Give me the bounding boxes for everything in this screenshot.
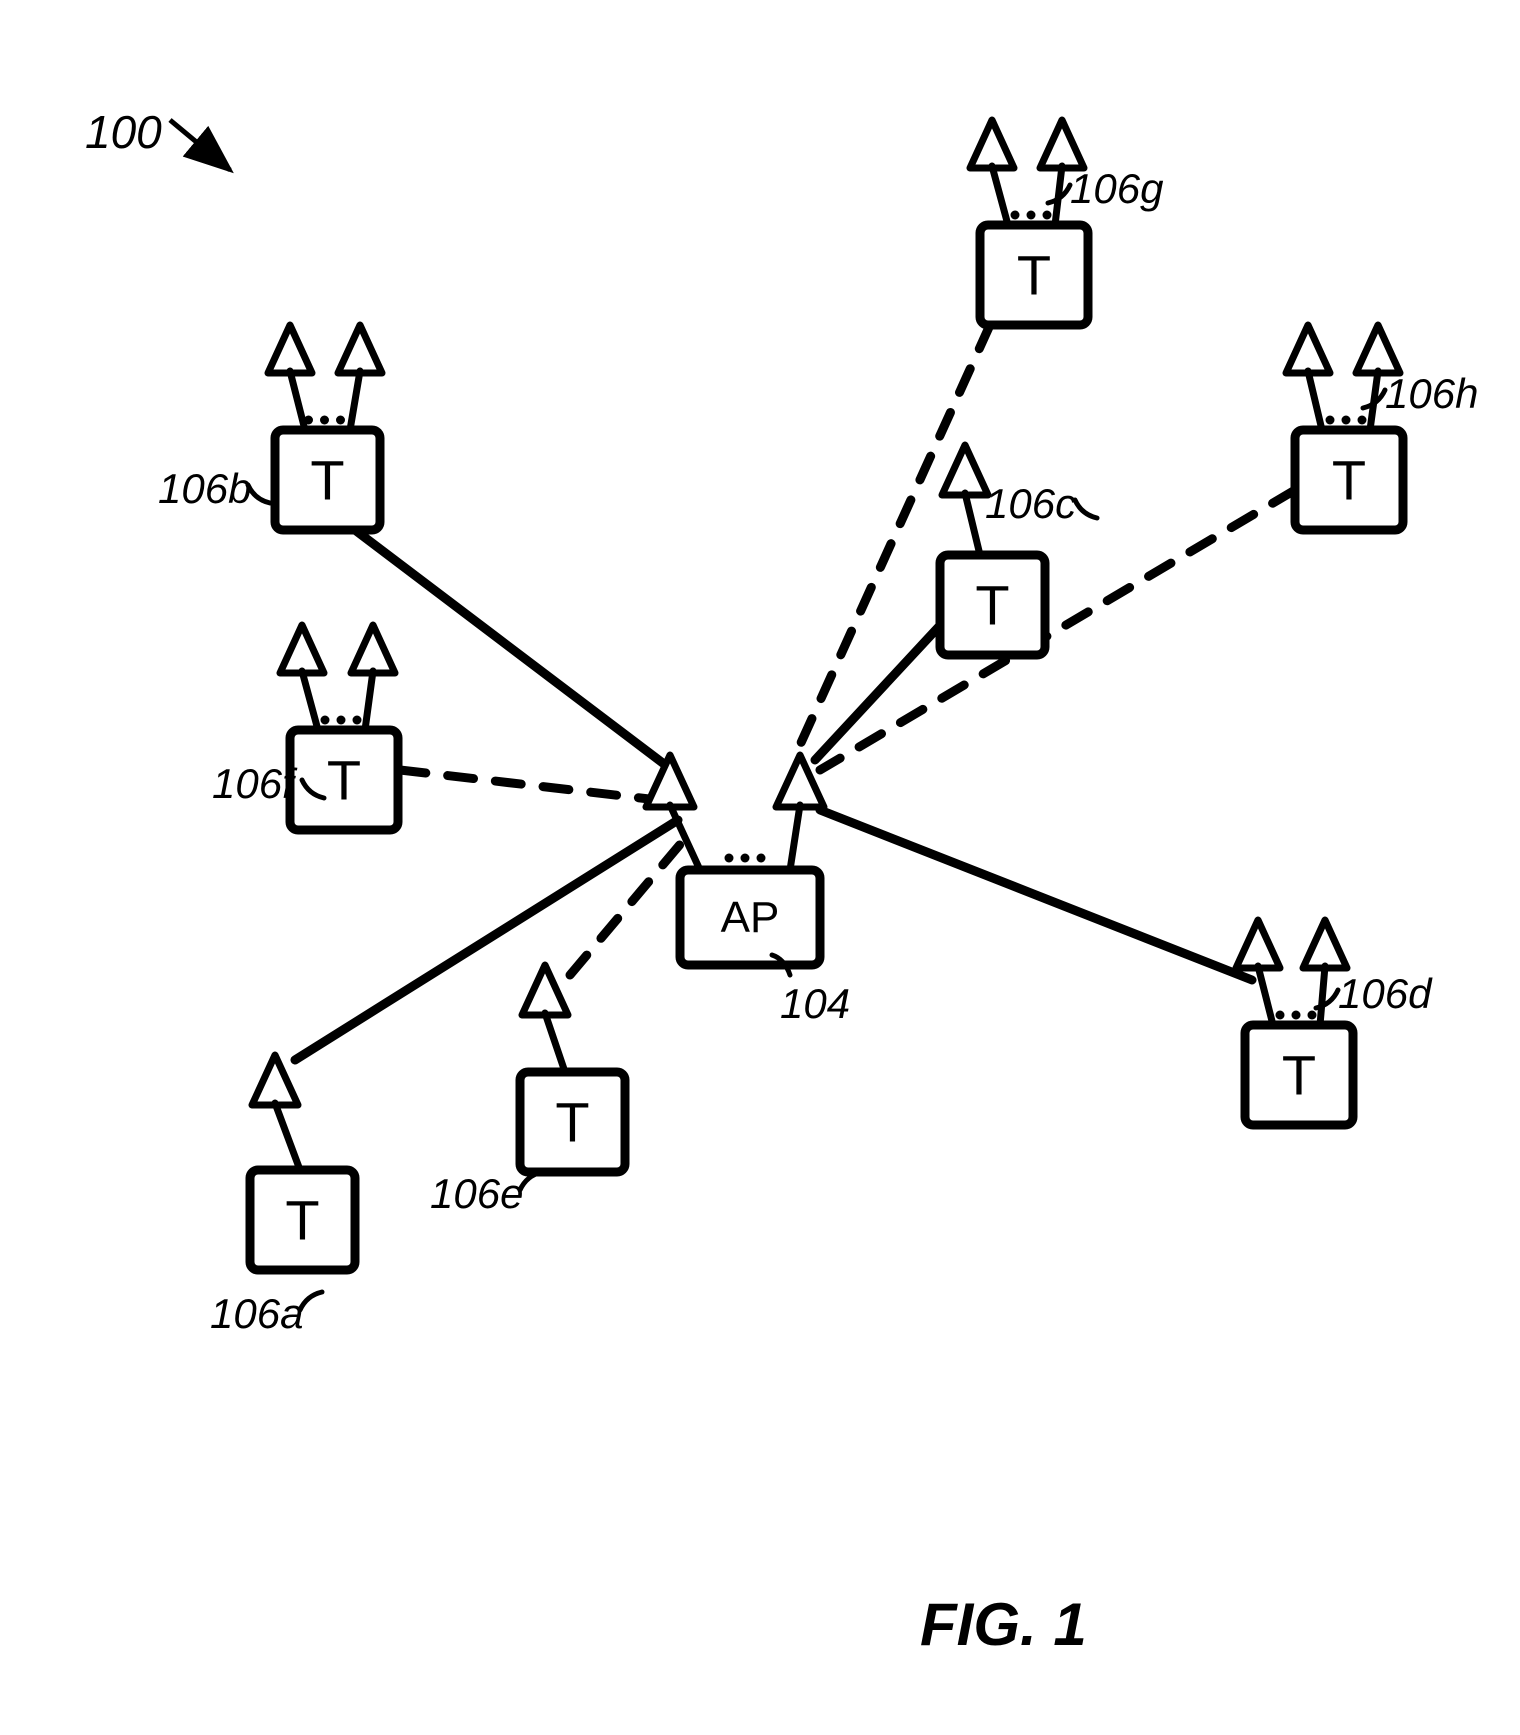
terminal-106b: T — [268, 325, 382, 530]
edge-106h — [820, 490, 1295, 770]
ref-label: 104 — [780, 980, 850, 1028]
edge-106b — [355, 530, 672, 770]
terminal-106f: T — [280, 625, 398, 830]
ref-label: 106e — [430, 1170, 523, 1218]
svg-text:T: T — [310, 449, 344, 512]
svg-text:T: T — [1282, 1044, 1316, 1107]
figure-caption: FIG. 1 — [920, 1590, 1087, 1659]
terminal-106h: T — [1286, 325, 1403, 530]
ref-label: 106f — [212, 760, 294, 808]
svg-text:T: T — [975, 574, 1009, 637]
svg-text:AP: AP — [721, 893, 780, 942]
edge-106f — [400, 770, 658, 800]
ref-label: 106h — [1385, 370, 1478, 418]
ref-label: 106a — [210, 1290, 303, 1338]
ref-label: 106g — [1070, 165, 1163, 213]
system-ref-label: 100 — [85, 105, 162, 159]
network-diagram: AP T T T T T T T T — [0, 0, 1520, 1735]
svg-text:T: T — [327, 749, 361, 812]
terminal-106e: T — [520, 965, 625, 1172]
ref-label: 106c — [985, 480, 1076, 528]
terminal-106c: T — [940, 445, 1045, 655]
edge-106d — [820, 810, 1252, 980]
terminal-106a: T — [250, 1055, 355, 1270]
ref-label: 106d — [1338, 970, 1431, 1018]
terminal-106d: T — [1236, 920, 1353, 1125]
ref-label: 106b — [158, 465, 251, 513]
terminal-106g: T — [970, 120, 1088, 325]
svg-text:T: T — [1017, 244, 1051, 307]
svg-text:T: T — [285, 1189, 319, 1252]
svg-text:T: T — [555, 1091, 589, 1154]
svg-text:T: T — [1332, 449, 1366, 512]
system-arrow — [170, 120, 230, 170]
edge-106a — [295, 820, 678, 1060]
